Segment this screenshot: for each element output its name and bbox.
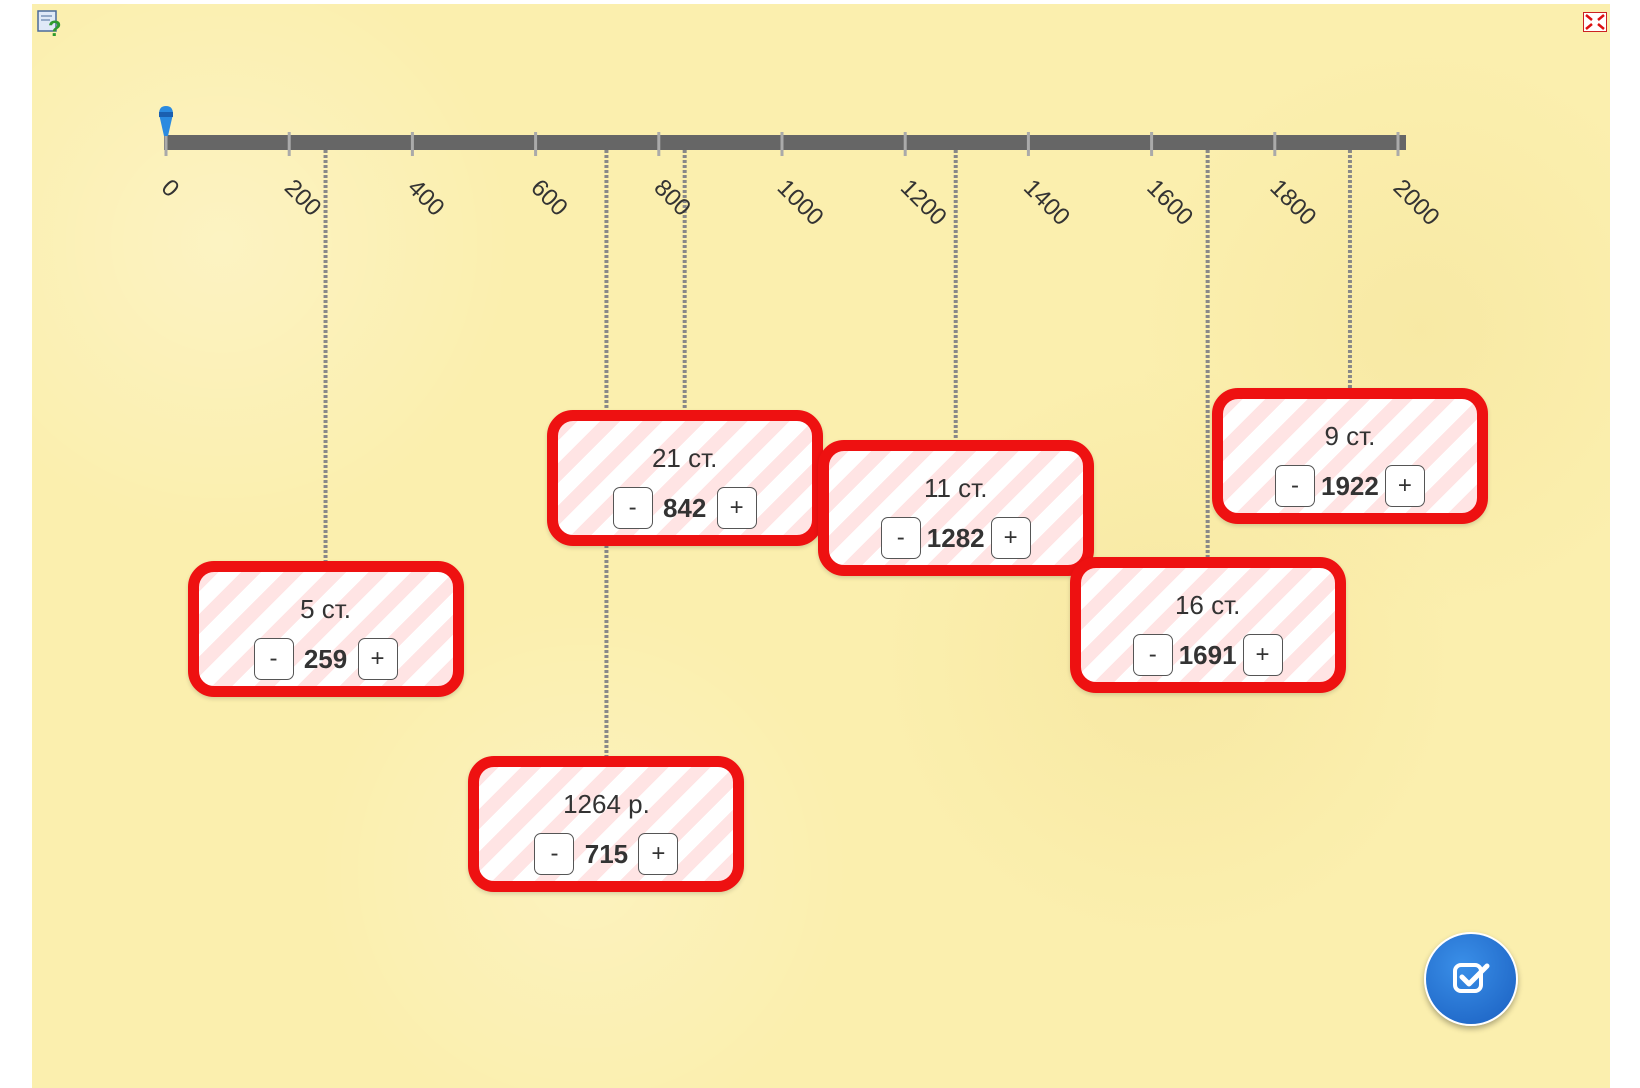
fullscreen-icon[interactable] — [1583, 12, 1607, 32]
timeline-tick-label: 1000 — [772, 174, 829, 231]
timeline-tick — [657, 132, 661, 156]
timeline-tick-label: 800 — [649, 174, 696, 221]
check-square-icon — [1453, 963, 1490, 993]
year-value: 1282 — [926, 522, 985, 553]
event-card[interactable]: 11 ст. -1282 + — [817, 440, 1094, 576]
timeline-tick — [1396, 132, 1400, 156]
timeline-marker[interactable] — [159, 106, 173, 136]
increment-button[interactable]: + — [716, 487, 757, 529]
year-stepper: -715 + — [479, 833, 733, 875]
timeline: 0 200 400 600 800 1000 1200 1400 1600 1800 2000 — [156, 106, 1445, 760]
decrement-button[interactable]: - — [1275, 465, 1316, 507]
year-value: 1691 — [1178, 639, 1237, 670]
timeline-tick — [1026, 132, 1030, 156]
year-value: 842 — [662, 492, 707, 523]
event-card-label: 5 ст. — [300, 594, 351, 624]
event-card-label: 16 ст. — [1174, 590, 1241, 620]
timeline-tick-label: 0 — [156, 174, 185, 203]
event-card[interactable]: 21 ст. -842 + — [546, 410, 823, 546]
year-stepper: -259 + — [199, 638, 453, 680]
timeline-tick — [1150, 132, 1154, 156]
timeline-tick — [534, 132, 538, 156]
year-stepper: -1282 + — [829, 517, 1083, 559]
event-card-label: 9 ст. — [1324, 421, 1376, 451]
timeline-bar — [164, 135, 1406, 150]
event-card[interactable]: 9 ст. -1922 + — [1211, 388, 1488, 524]
timeline-tick — [780, 132, 784, 156]
event-card[interactable]: 5 ст. -259 + — [187, 561, 464, 697]
timeline-tick-label: 600 — [525, 174, 572, 221]
decrement-button[interactable]: - — [1132, 634, 1173, 676]
increment-button[interactable]: + — [1242, 634, 1283, 676]
timeline-tick-label: 2000 — [1388, 174, 1445, 231]
event-card-label: 21 ст. — [651, 443, 718, 473]
timeline-tick — [287, 132, 291, 156]
year-value: 715 — [584, 838, 629, 869]
decrement-button[interactable]: - — [880, 517, 921, 559]
year-stepper: -1691 + — [1081, 634, 1335, 676]
timeline-tick-label: 200 — [279, 174, 326, 221]
event-card-label: 11 ст. — [923, 473, 988, 503]
svg-text:?: ? — [48, 16, 61, 38]
decrement-button[interactable]: - — [534, 833, 575, 875]
timeline-tick-label: 1200 — [895, 174, 952, 231]
timeline-tick-label: 1800 — [1265, 174, 1322, 231]
decrement-button[interactable]: - — [612, 487, 653, 529]
year-value: 259 — [303, 643, 348, 674]
timeline-ticks — [164, 132, 1400, 156]
game-board: ? 0 200 400 600 800 1000 1200 1400 1600 1800 2000 … — [32, 4, 1610, 1088]
decrement-button[interactable]: - — [253, 638, 294, 680]
timeline-tick-label: 400 — [402, 174, 449, 221]
increment-button[interactable]: + — [638, 833, 679, 875]
event-card[interactable]: 16 ст. -1691 + — [1069, 557, 1346, 693]
help-question-icon[interactable]: ? — [36, 8, 64, 38]
year-value: 1922 — [1321, 470, 1379, 501]
event-card[interactable]: 1264 р. -715 + — [468, 756, 745, 892]
timeline-tick — [410, 132, 414, 156]
event-card-label: 1264 р. — [563, 789, 650, 819]
timeline-tick-labels: 0 200 400 600 800 1000 1200 1400 1600 1800 2000 — [156, 174, 1445, 231]
timeline-tick — [903, 132, 907, 156]
increment-button[interactable]: + — [1384, 465, 1425, 507]
increment-button[interactable]: + — [990, 517, 1031, 559]
check-answer-button[interactable] — [1424, 932, 1518, 1026]
increment-button[interactable]: + — [357, 638, 398, 680]
year-stepper: -1922 + — [1223, 465, 1477, 507]
timeline-tick — [1273, 132, 1277, 156]
timeline-tick — [164, 132, 168, 156]
timeline-tick-label: 1400 — [1018, 174, 1075, 231]
timeline-tick-label: 1600 — [1141, 174, 1198, 231]
year-stepper: -842 + — [558, 487, 812, 529]
